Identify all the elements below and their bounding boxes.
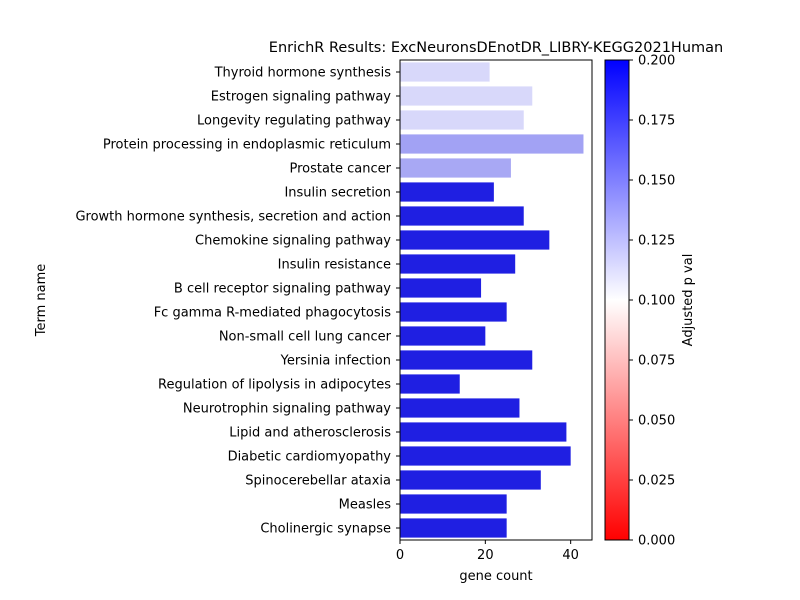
bar: [400, 350, 533, 370]
bar: [400, 206, 524, 226]
chart-title: EnrichR Results: ExcNeuronsDEnotDR_LIBRY…: [269, 40, 723, 56]
bar: [400, 158, 511, 178]
y-tick-labels: Thyroid hormone synthesis Estrogen signal…: [75, 66, 400, 537]
x-axis-label: gene count: [459, 569, 532, 584]
bar: [400, 302, 507, 322]
colorbar-tick-label: 0.150: [638, 174, 675, 189]
colorbar: 0.000 0.025 0.050 0.075 0.100 0.125 0.150 0.175…: [604, 54, 696, 549]
plot-area: Thyroid hormone synthesis Estrogen signal…: [75, 59, 593, 563]
x-ticks: 0 20 40: [396, 540, 579, 563]
colorbar-ticks: 0.000 0.025 0.050 0.075 0.100 0.125 0.150 0.175…: [629, 54, 675, 549]
bar: [400, 326, 486, 346]
bars-group: [400, 62, 584, 538]
y-tick-label: Yersinia infection: [280, 354, 391, 369]
bar: [400, 182, 494, 202]
y-axis-label: Term name: [34, 264, 49, 338]
colorbar-gradient: [604, 59, 630, 541]
y-tick-label: Growth hormone synthesis, secretion and …: [75, 210, 391, 225]
y-tick-label: B cell receptor signaling pathway: [174, 282, 391, 297]
y-tick-label: Regulation of lipolysis in adipocytes: [158, 378, 391, 393]
colorbar-tick-label: 0.100: [638, 294, 675, 309]
bar: [400, 86, 533, 106]
y-tick-label: Chemokine signaling pathway: [195, 234, 391, 249]
bar: [400, 518, 507, 538]
colorbar-tick-label: 0.000: [638, 534, 675, 549]
colorbar-tick-label: 0.075: [638, 354, 675, 369]
colorbar-label: Adjusted p val: [681, 254, 696, 347]
colorbar-tick-label: 0.175: [638, 114, 675, 129]
bar: [400, 254, 516, 274]
y-tick-label: Protein processing in endoplasmic reticu…: [103, 138, 391, 153]
y-tick-label: Cholinergic synapse: [260, 522, 391, 537]
bar: [400, 134, 584, 154]
y-tick-label: Fc gamma R-mediated phagocytosis: [154, 306, 392, 321]
y-tick-label: Prostate cancer: [289, 162, 391, 177]
bar: [400, 422, 567, 442]
x-tick-label: 0: [396, 548, 404, 563]
bar: [400, 398, 520, 418]
y-tick-label: Neurotrophin signaling pathway: [183, 402, 391, 417]
y-tick-label: Measles: [339, 498, 392, 513]
y-tick-label: Insulin secretion: [284, 186, 391, 201]
bar: [400, 110, 524, 130]
bar: [400, 230, 550, 250]
bar: [400, 446, 571, 466]
y-tick-label: Diabetic cardiomyopathy: [228, 450, 392, 465]
bar: [400, 374, 460, 394]
colorbar-tick-label: 0.025: [638, 474, 675, 489]
x-tick-label: 40: [562, 548, 579, 563]
x-tick-label: 20: [477, 548, 494, 563]
y-tick-label: Insulin resistance: [278, 258, 391, 273]
colorbar-tick-label: 0.050: [638, 414, 675, 429]
y-tick-label: Thyroid hormone synthesis: [214, 66, 392, 81]
bar: [400, 494, 507, 514]
y-tick-label: Non-small cell lung cancer: [219, 330, 392, 345]
y-tick-label: Longevity regulating pathway: [197, 114, 391, 129]
y-tick-label: Estrogen signaling pathway: [211, 90, 392, 105]
y-tick-label: Lipid and atherosclerosis: [229, 426, 391, 441]
bar: [400, 62, 490, 82]
bar: [400, 278, 482, 298]
bar: [400, 470, 541, 490]
y-tick-label: Spinocerebellar ataxia: [245, 474, 391, 489]
colorbar-tick-label: 0.125: [638, 234, 675, 249]
colorbar-tick-label: 0.200: [638, 54, 675, 69]
plot-frame: [399, 59, 593, 541]
